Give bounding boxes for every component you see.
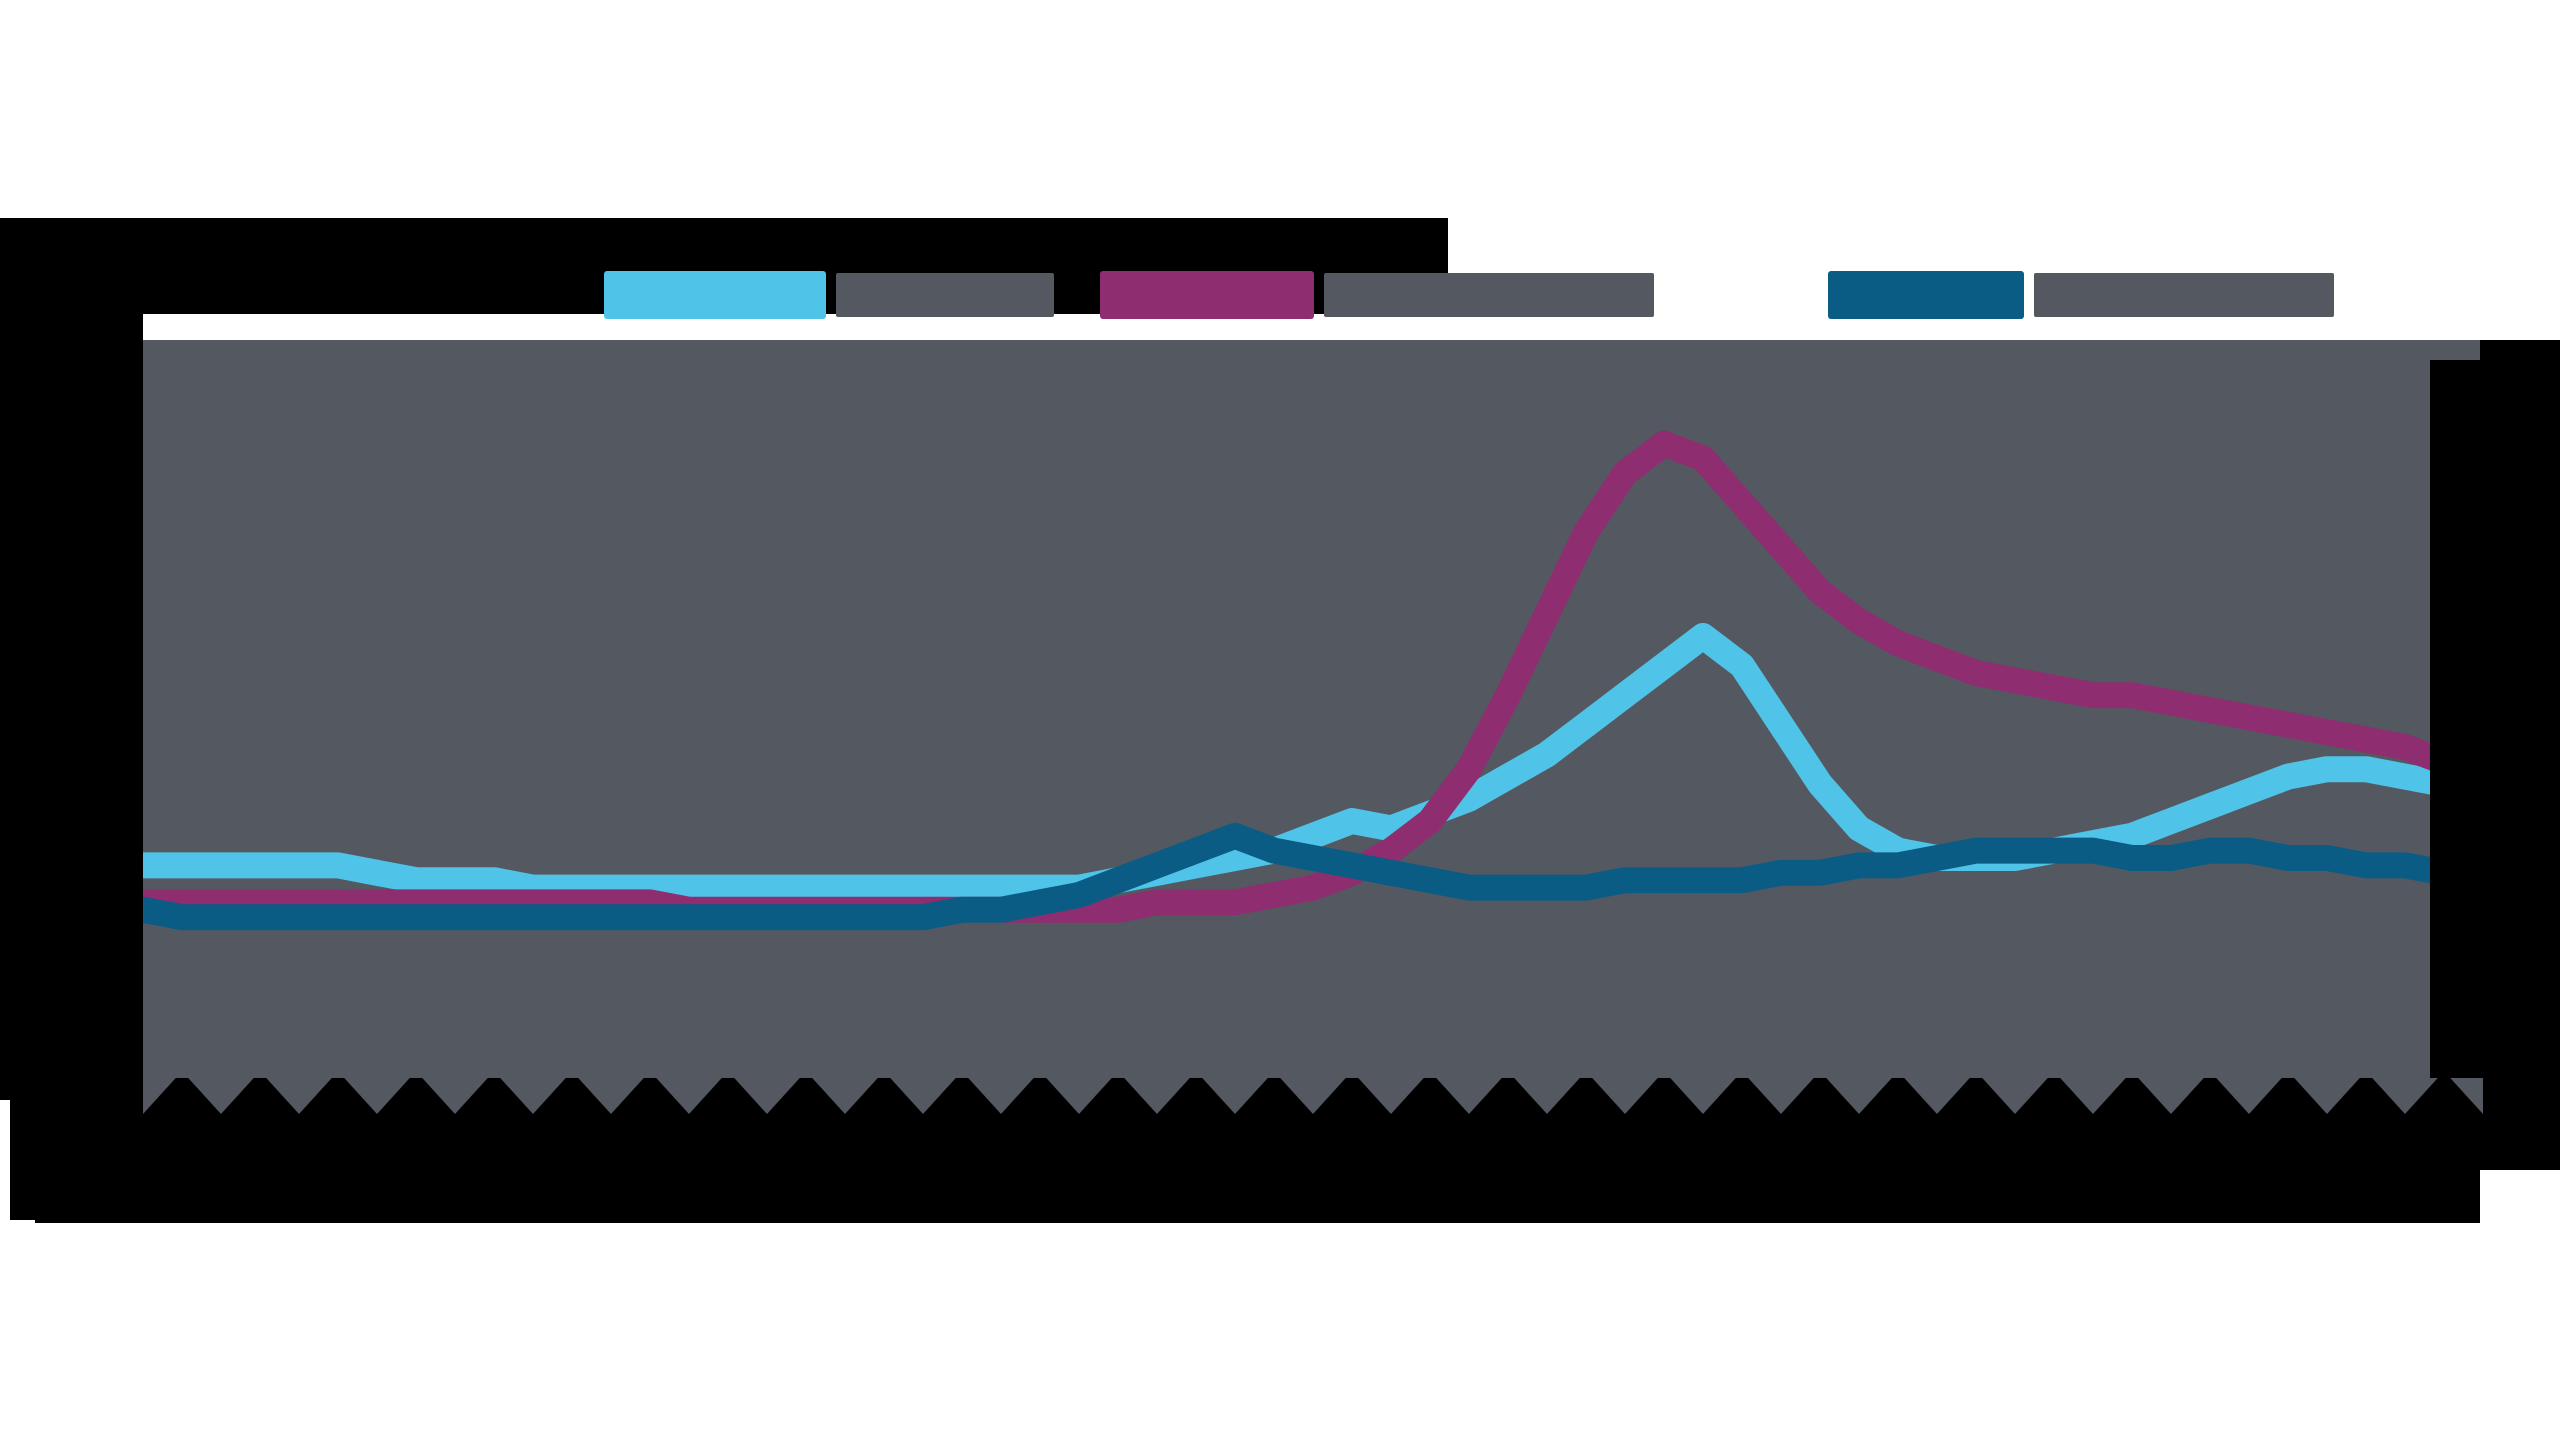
legend-item-series-3[interactable]: [REDACTED] xyxy=(1828,250,2334,340)
y-axis-top-ticks xyxy=(18,320,138,380)
line-series-2 xyxy=(143,430,2483,923)
x-axis-label-region xyxy=(35,1078,2480,1223)
legend-item-series-2[interactable]: [REDACTED] xyxy=(1100,250,1654,340)
legend-label-series-1 xyxy=(836,273,1054,317)
legend-label-series-2 xyxy=(1324,273,1654,317)
chart-plot xyxy=(143,430,2483,931)
legend-label-series-3 xyxy=(2034,273,2334,317)
plot-area xyxy=(143,340,2483,1080)
legend-color-series-3 xyxy=(1828,271,2024,319)
chart-legend: [REDACTED] [REDACTED] [REDACTED] xyxy=(0,250,2560,585)
y-axis-label-region xyxy=(0,300,143,1100)
legend-item-series-1[interactable]: [REDACTED] xyxy=(604,250,1054,340)
legend-color-series-1 xyxy=(604,271,826,319)
line-series-3 xyxy=(143,822,2483,931)
legend-color-series-2 xyxy=(1100,271,1314,319)
x-axis-ticks xyxy=(143,1078,2483,1114)
secondary-y-axis-label xyxy=(2480,340,2560,1170)
